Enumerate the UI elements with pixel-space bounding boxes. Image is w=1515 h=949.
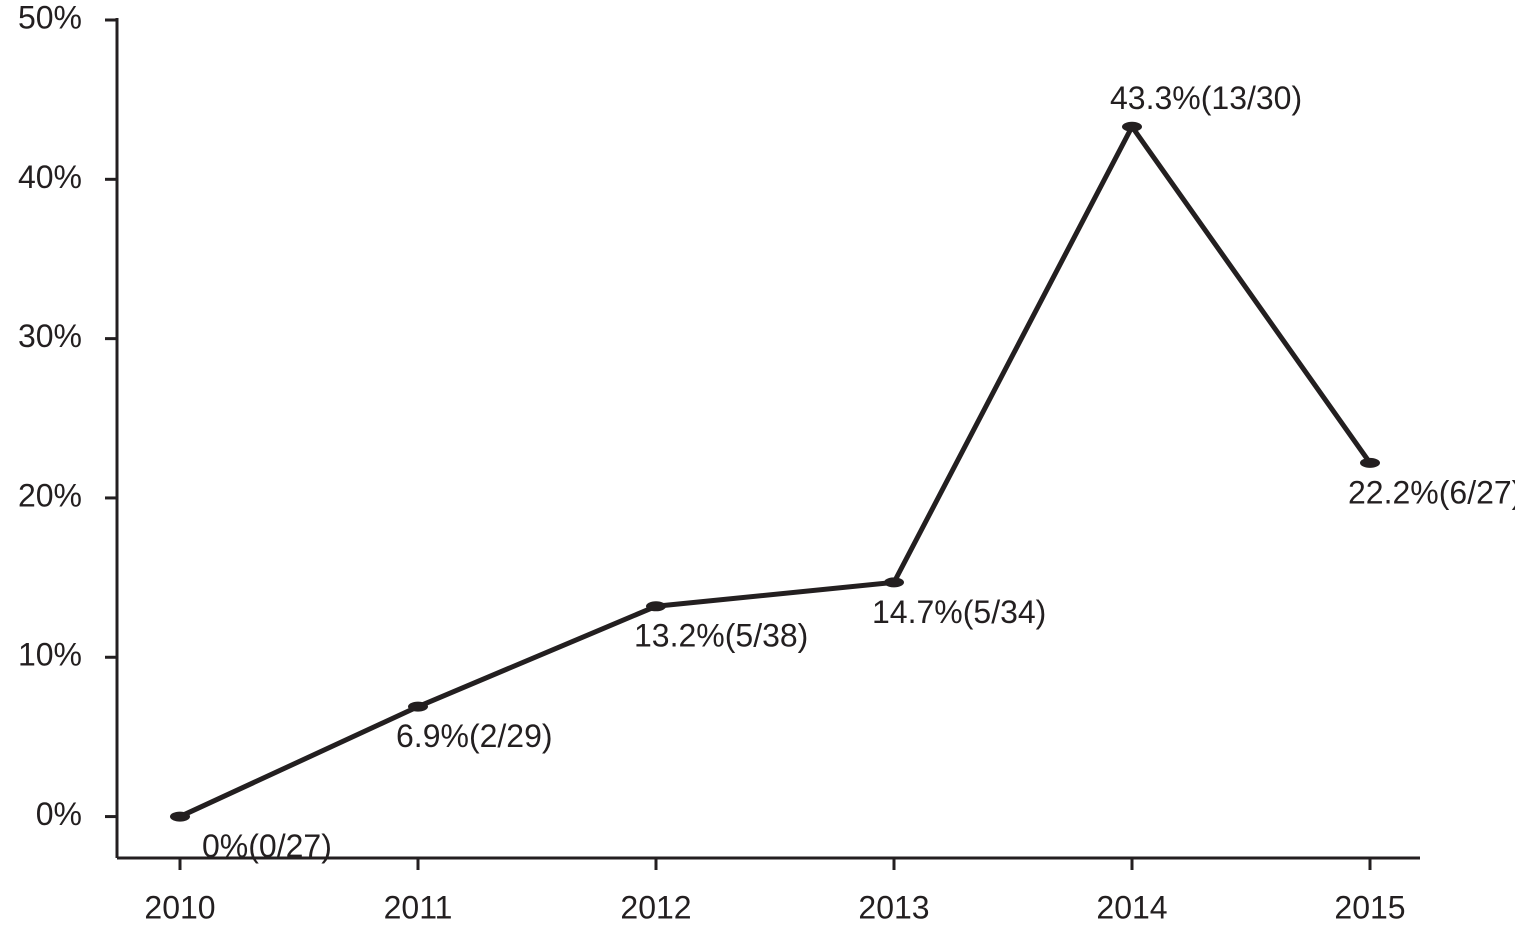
x-tick-label: 2014 [1096,889,1167,925]
y-tick-label: 10% [18,637,82,673]
data-label: 43.3%(13/30) [1110,80,1302,116]
x-tick-label: 2013 [858,889,929,925]
point [1122,121,1142,132]
point [1360,457,1380,468]
y-tick-label: 50% [18,0,82,35]
data-label: 14.7%(5/34) [872,594,1046,630]
data-label: 22.2%(6/27) [1348,474,1515,510]
y-tick-label: 40% [18,159,82,195]
point [884,577,904,588]
y-tick-label: 30% [18,318,82,354]
y-tick-label: 20% [18,477,82,513]
data-label: 13.2%(5/38) [634,618,808,654]
point [170,811,190,822]
point [646,601,666,612]
x-tick-label: 2012 [620,889,691,925]
y-tick-label: 0% [36,796,82,832]
data-label: 0%(0/27) [202,828,332,864]
x-tick-label: 2011 [384,889,453,925]
line [178,124,1373,819]
x-tick-label: 2010 [144,889,215,925]
x-tick-label: 2015 [1334,889,1405,925]
point [408,701,428,712]
data-label: 6.9%(2/29) [396,718,553,754]
